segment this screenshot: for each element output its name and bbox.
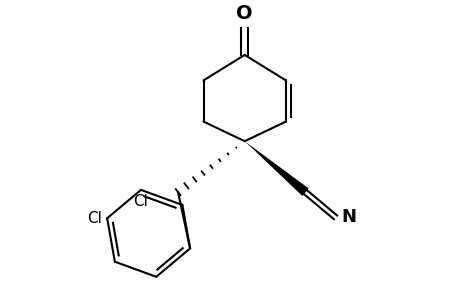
Text: Cl: Cl	[87, 211, 102, 226]
Polygon shape	[244, 141, 308, 196]
Text: Cl: Cl	[133, 194, 148, 209]
Text: O: O	[236, 4, 252, 22]
Text: N: N	[341, 208, 356, 226]
